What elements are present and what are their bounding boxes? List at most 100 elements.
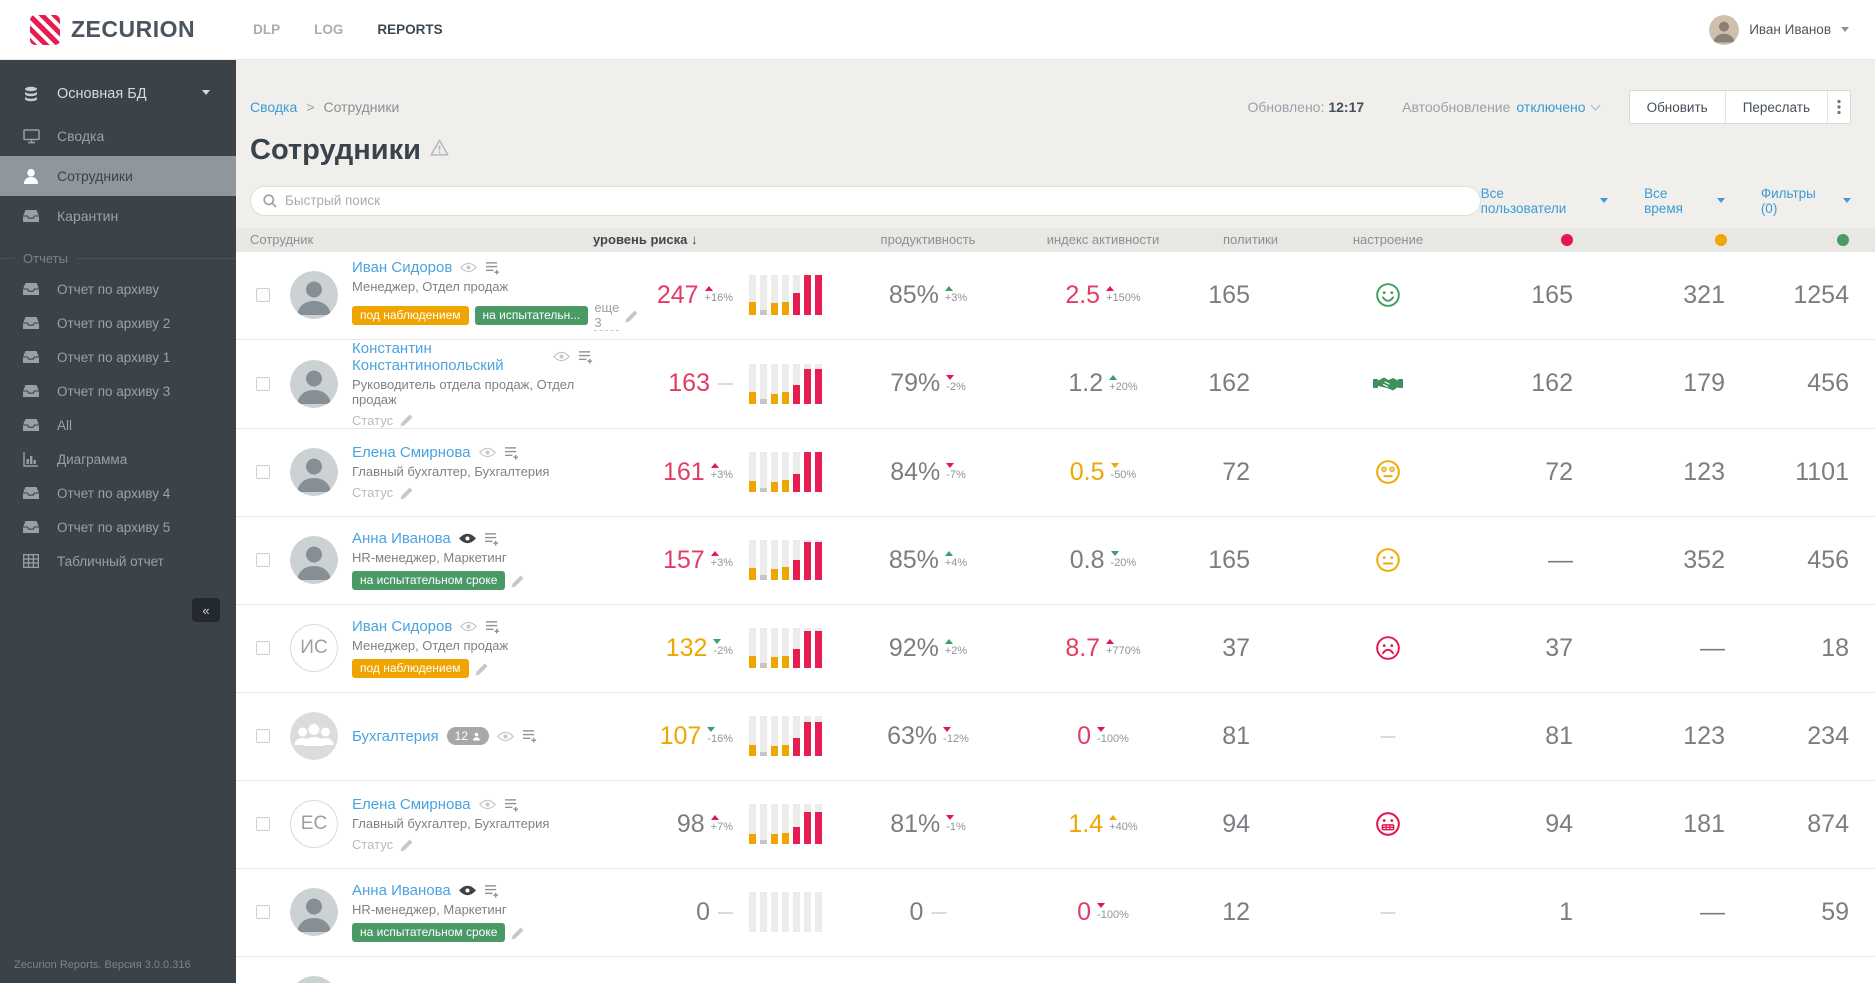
user-menu[interactable]: Иван Иванов <box>1709 14 1849 45</box>
filter-link-2[interactable]: Фильтры (0) <box>1761 186 1851 216</box>
eye-icon[interactable] <box>497 731 514 742</box>
employee-name-link[interactable]: Константин Константинопольский <box>352 339 504 374</box>
employee-name-link[interactable]: Анна Иванова <box>352 530 451 548</box>
risk-cell: 163 — <box>593 369 733 398</box>
sidebar-db-selector[interactable]: Основная БД <box>0 72 236 116</box>
pencil-icon[interactable] <box>400 413 414 427</box>
bar <box>782 540 789 581</box>
employee-name-link[interactable]: Елена Смирнова <box>352 796 471 814</box>
more-badges-link[interactable]: еще 3 <box>594 300 620 332</box>
chevron-down-icon <box>1590 100 1601 111</box>
policies-cell: 72 <box>1188 458 1313 487</box>
pencil-icon[interactable] <box>625 309 639 323</box>
sidebar-item-1[interactable]: Сотрудники <box>0 156 236 196</box>
employee-name-link[interactable]: Елена Смирнова <box>352 444 471 462</box>
activity-cell: 8.7 +770% <box>1018 634 1188 663</box>
row-checkbox[interactable] <box>256 729 270 744</box>
column-productivity[interactable]: продуктивность <box>880 232 976 248</box>
add-to-list-icon[interactable] <box>578 350 593 364</box>
column-activity[interactable]: индекс активности <box>1046 232 1160 248</box>
breadcrumb-separator: > <box>306 99 315 115</box>
sidebar-item-0[interactable]: Сводка <box>0 116 236 156</box>
sidebar-item-2[interactable]: Карантин <box>0 196 236 236</box>
more-actions-button[interactable] <box>1828 91 1850 123</box>
employee-name-link[interactable]: Иван Сидоров <box>352 618 453 636</box>
add-to-list-icon[interactable] <box>484 532 499 546</box>
pencil-icon[interactable] <box>400 838 414 852</box>
pencil-icon[interactable] <box>511 574 525 588</box>
row-checkbox[interactable] <box>256 288 270 303</box>
add-to-list-icon[interactable] <box>484 884 499 898</box>
status-badge[interactable]: под наблюдением <box>352 659 469 679</box>
orange-dot-column-icon[interactable] <box>1715 233 1727 246</box>
add-to-list-icon[interactable] <box>522 729 537 743</box>
search-input[interactable] <box>250 185 1481 216</box>
sidebar-report-item-7[interactable]: Отчет по архиву 5 <box>0 510 236 544</box>
risk-cell: 0— <box>593 898 733 927</box>
refresh-button[interactable]: Обновить <box>1629 91 1726 123</box>
eye-icon[interactable] <box>458 533 476 544</box>
sidebar-collapse-button[interactable]: « <box>192 598 220 622</box>
filter-link-0[interactable]: Все пользователи <box>1481 186 1609 216</box>
status-badge[interactable]: на испытательном сроке <box>352 571 506 591</box>
sidebar-report-item-1[interactable]: Отчет по архиву 2 <box>0 306 236 340</box>
add-to-list-icon[interactable] <box>504 798 519 812</box>
nav-item-reports[interactable]: REPORTS <box>377 22 443 37</box>
row-checkbox[interactable] <box>256 376 270 391</box>
forward-button[interactable]: Переслать <box>1725 91 1828 123</box>
sidebar-report-item-5[interactable]: Диаграмма <box>0 442 236 476</box>
row-checkbox[interactable] <box>256 553 270 568</box>
filter-link-1[interactable]: Все время <box>1644 186 1725 216</box>
employee-name-link[interactable]: Анна Иванова <box>352 882 451 900</box>
bar <box>749 363 756 404</box>
sidebar-report-item-2[interactable]: Отчет по архиву 1 <box>0 340 236 374</box>
row-checkbox[interactable] <box>256 465 270 480</box>
orange-count-cell: 352 <box>1605 546 1753 575</box>
eye-icon[interactable] <box>458 885 476 896</box>
eye-icon[interactable] <box>478 799 496 810</box>
filter-link-label: Все пользователи <box>1480 185 1567 216</box>
column-policies[interactable]: политики <box>1223 232 1278 248</box>
eye-icon[interactable] <box>553 351 570 362</box>
nav-item-dlp[interactable]: DLP <box>253 22 281 37</box>
sidebar-report-item-0[interactable]: Отчет по архиву <box>0 272 236 306</box>
chevron-down-icon <box>1843 198 1851 207</box>
nav-item-log[interactable]: LOG <box>314 22 344 37</box>
eye-icon[interactable] <box>478 447 496 458</box>
column-employee[interactable]: Сотрудник <box>250 232 314 248</box>
red-count-cell: 162 <box>1463 369 1605 398</box>
delta-indicator: -20% <box>1110 551 1136 569</box>
pencil-icon[interactable] <box>511 926 525 940</box>
photo-avatar <box>290 448 338 497</box>
pencil-icon[interactable] <box>400 486 414 500</box>
status-badge[interactable]: на испытательн... <box>474 306 589 326</box>
employee-name-link[interactable]: Иван Сидоров <box>352 259 453 277</box>
sidebar-report-item-6[interactable]: Отчет по архиву 4 <box>0 476 236 510</box>
add-to-list-icon[interactable] <box>485 261 500 275</box>
autorefresh-toggle[interactable]: отключено <box>1516 99 1586 115</box>
orange-count: — <box>1700 897 1725 926</box>
eye-icon[interactable] <box>460 262 478 273</box>
row-checkbox[interactable] <box>256 641 270 656</box>
eye-icon[interactable] <box>460 621 478 632</box>
column-mood[interactable]: настроение <box>1352 232 1424 248</box>
delta-indicator: -7% <box>946 463 966 481</box>
sidebar-report-item-3[interactable]: Отчет по архиву 3 <box>0 374 236 408</box>
column-risk-sorted[interactable]: уровень риска ↓ <box>593 232 698 248</box>
group-count: 12 <box>454 729 468 744</box>
add-to-list-icon[interactable] <box>504 446 519 460</box>
employee-name-link[interactable]: Бухгалтерия <box>352 727 439 745</box>
add-to-list-icon[interactable] <box>485 620 500 634</box>
red-count: 37 <box>1545 633 1573 662</box>
sidebar-report-item-8[interactable]: Табличный отчет <box>0 544 236 578</box>
pencil-icon[interactable] <box>475 662 489 676</box>
status-badge[interactable]: под наблюдением <box>352 306 469 326</box>
breadcrumb-link[interactable]: Сводка <box>250 99 298 115</box>
red-dot-column-icon[interactable] <box>1561 233 1573 246</box>
status-badge[interactable]: на испытательном сроке <box>352 923 506 943</box>
green-dot-column-icon[interactable] <box>1837 233 1849 246</box>
risk-bars-cell <box>733 892 838 933</box>
row-checkbox[interactable] <box>256 817 270 832</box>
sidebar-report-item-4[interactable]: All <box>0 408 236 442</box>
row-checkbox[interactable] <box>256 905 270 920</box>
